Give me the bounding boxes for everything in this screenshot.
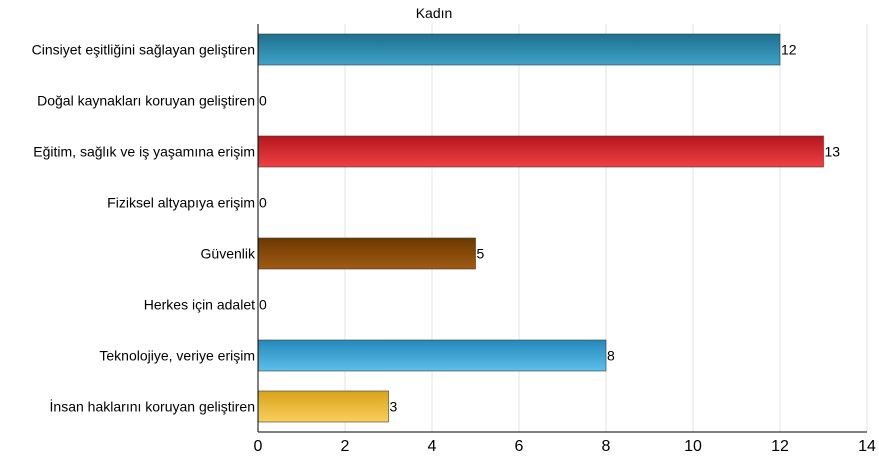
x-tick-label: 2 xyxy=(341,438,350,455)
value-label: 8 xyxy=(607,348,615,364)
category-label: Fiziksel altyapıya erişim xyxy=(107,195,255,211)
x-tick-label: 0 xyxy=(254,438,263,455)
x-tick-label: 12 xyxy=(771,438,789,455)
category-labels: Cinsiyet eşitliğini sağlayan geliştiren D… xyxy=(32,42,256,415)
category-label: Herkes için adalet xyxy=(144,297,255,313)
chart-title: Kadın xyxy=(416,5,453,21)
x-tick-label: 10 xyxy=(684,438,702,455)
category-label: Güvenlik xyxy=(201,246,256,262)
value-label: 0 xyxy=(259,93,267,109)
category-label: Doğal kaynakları koruyan geliştiren xyxy=(37,93,255,109)
value-label: 0 xyxy=(259,297,267,313)
x-tick-label: 8 xyxy=(602,438,611,455)
x-tick-label: 6 xyxy=(515,438,524,455)
bars xyxy=(257,33,824,423)
category-label: İnsan haklarını koruyan geliştiren xyxy=(50,398,255,415)
value-label: 12 xyxy=(781,42,797,58)
category-label: Teknolojiye, veriye erişim xyxy=(99,348,255,364)
axes xyxy=(257,24,867,433)
bar xyxy=(257,339,607,372)
x-tick-labels: 0 2 4 6 8 10 12 14 xyxy=(254,438,876,455)
bar xyxy=(257,135,824,168)
x-tick-label: 4 xyxy=(428,438,437,455)
bar xyxy=(257,237,476,270)
value-label: 5 xyxy=(477,246,485,262)
value-label: 13 xyxy=(825,144,841,160)
x-tick-label: 14 xyxy=(858,438,876,455)
gridlines xyxy=(344,24,868,432)
category-label: Cinsiyet eşitliğini sağlayan geliştiren xyxy=(32,42,255,58)
bar xyxy=(257,390,389,423)
value-label: 0 xyxy=(259,195,267,211)
value-labels: 12 0 13 0 5 0 8 3 xyxy=(259,42,840,415)
bar xyxy=(257,33,781,66)
value-label: 3 xyxy=(390,399,398,415)
category-label: Eğitim, sağlık ve iş yaşamına erişim xyxy=(33,144,255,160)
